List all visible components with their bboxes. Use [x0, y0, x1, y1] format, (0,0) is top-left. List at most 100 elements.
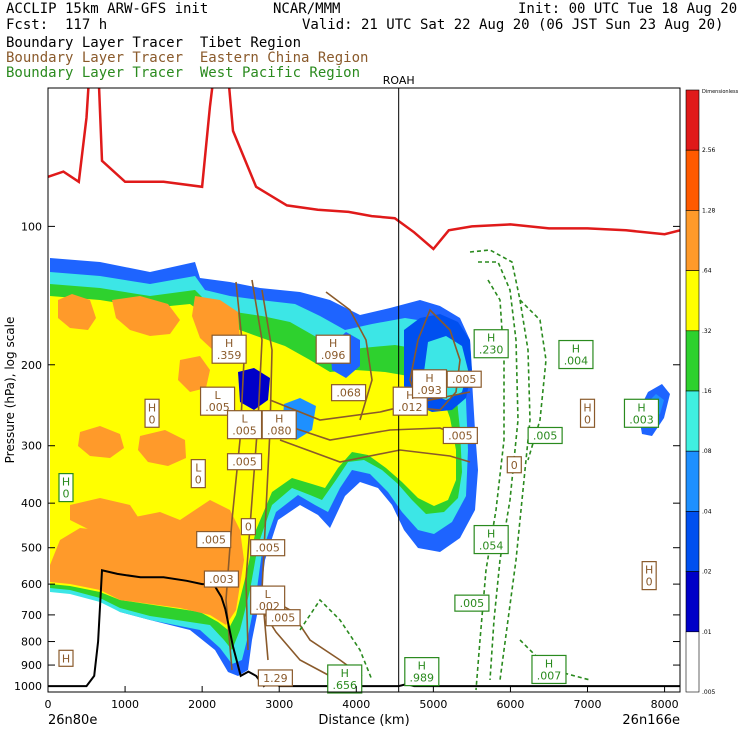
- value-box-text: .005: [232, 456, 257, 469]
- brown-contour-08: [409, 308, 461, 411]
- value-box: H.080: [261, 410, 297, 440]
- field-level-05: [50, 500, 244, 625]
- value-box-text: H: [637, 401, 645, 414]
- value-box-text: .054: [479, 540, 504, 553]
- value-box-text: H: [487, 528, 495, 541]
- value-box: .003: [203, 570, 240, 588]
- model-title: ACCLIP 15km ARW-GFS init: [6, 1, 209, 17]
- value-box: .005: [265, 609, 301, 627]
- value-box-frame: [442, 426, 478, 445]
- y-axis: 100 200 300 400 500 600 700 800 900 1000: [14, 220, 680, 693]
- value-box-frame: [579, 398, 596, 428]
- value-boxes: H.359H0L.005L.005H.080L0.0050.005.005.00…: [58, 329, 660, 694]
- y-tick-label: 1000: [14, 680, 42, 693]
- value-box-frame: [211, 334, 247, 364]
- x-tick-label: 3000: [265, 698, 293, 711]
- field-level-07: [112, 296, 180, 336]
- value-box-text: H: [583, 401, 591, 414]
- y-tick-label: 800: [21, 636, 42, 649]
- value-box-frame: [527, 426, 563, 445]
- value-box-frame: [558, 339, 594, 370]
- value-box: .005: [226, 453, 263, 471]
- value-box-text: L: [214, 389, 221, 402]
- colorbar-level-label: .64: [702, 268, 712, 275]
- green-contour-06: [519, 639, 591, 681]
- value-box: H.004: [558, 339, 594, 370]
- value-box-frame: [641, 561, 657, 591]
- value-box: 0: [506, 456, 522, 474]
- value-box-text: .230: [479, 344, 504, 357]
- green-contour-03: [475, 279, 505, 691]
- value-box-frame: [58, 649, 74, 667]
- colorbar: Dimensionless 2.56 1.28 .64 .32 .16 .08 .04 .02.…: [685, 89, 739, 696]
- value-box-text: H: [418, 660, 426, 673]
- org-label: NCAR/MMM: [273, 1, 341, 17]
- value-box: H0: [579, 398, 596, 428]
- value-box: H.230: [473, 329, 509, 359]
- colorbar-swatch: [685, 390, 700, 452]
- value-box-text: L: [265, 588, 272, 601]
- value-box-text: .989: [410, 672, 435, 685]
- x-tick-label: 8000: [651, 698, 679, 711]
- value-box-text: H: [329, 337, 337, 350]
- value-box-frame: [623, 398, 660, 428]
- value-box-text: .005: [201, 534, 226, 547]
- value-box: H.003: [623, 398, 660, 428]
- valid-time: Valid: 21 UTC Sat 22 Aug 20 (06 JST Sun …: [302, 17, 724, 33]
- x-tick-label: 7000: [574, 698, 602, 711]
- value-box-text: .359: [217, 349, 242, 362]
- y-tick-label: 500: [21, 542, 42, 555]
- value-box-frame: [411, 369, 448, 399]
- value-box-frame: [250, 539, 286, 557]
- value-box-text: .005: [232, 425, 257, 438]
- value-box-text: 0: [63, 488, 70, 501]
- colorbar-swatch: [685, 149, 700, 211]
- value-box: H.054: [473, 524, 509, 555]
- x-tick-label: 5000: [419, 698, 447, 711]
- value-box-text: H: [487, 332, 495, 345]
- value-box-frame: [257, 669, 293, 687]
- value-box-frame: [196, 530, 232, 549]
- value-box: H: [58, 649, 74, 667]
- y-tick-label: 100: [21, 220, 42, 233]
- value-box-text: L: [195, 462, 202, 475]
- value-box-text: 0: [511, 459, 518, 472]
- field-level-06: [58, 294, 96, 330]
- value-box-frame: [315, 334, 351, 364]
- colorbar-title: Dimensionless: [702, 89, 739, 95]
- x-tick-label: 2000: [188, 698, 216, 711]
- value-box-text: .005: [205, 401, 230, 414]
- value-box: H.359: [211, 334, 247, 364]
- value-box-frame: [58, 472, 74, 503]
- legend-west-pacific: Boundary Layer Tracer West Pacific Regio…: [6, 65, 361, 81]
- colorbar-level-label: 2.56: [702, 147, 716, 154]
- value-box-text: 1.29: [263, 672, 288, 685]
- value-box: .005: [442, 426, 478, 445]
- value-box-text: .003: [209, 573, 234, 586]
- colorbar-swatch: [685, 89, 700, 151]
- colorbar-swatch: [685, 571, 700, 633]
- y-tick-label: 900: [21, 659, 42, 672]
- colorbar-swatch: [685, 631, 700, 693]
- y-tick-label: 200: [21, 359, 42, 372]
- colorbar-level-label: .16: [702, 388, 712, 395]
- value-box-text: .068: [336, 387, 361, 400]
- colorbar-level-label: .005: [702, 689, 716, 696]
- colorbar-swatch: [685, 270, 700, 332]
- value-box-frame: [144, 398, 160, 428]
- value-box: L.005: [226, 410, 263, 440]
- value-box-text: H: [406, 389, 414, 402]
- green-contour-05: [299, 598, 373, 681]
- y-tick-label: 400: [21, 497, 42, 510]
- value-box: H.007: [531, 654, 567, 685]
- value-box-frame: [190, 459, 206, 489]
- value-box-text: 0: [584, 413, 591, 426]
- value-box-frame: [506, 456, 522, 474]
- y-tick-label: 300: [21, 440, 42, 453]
- value-box-frame: [261, 410, 297, 440]
- value-box-frame: [226, 410, 263, 440]
- value-box-frame: [531, 654, 567, 685]
- value-box-frame: [454, 594, 490, 612]
- x-axis-label: Distance (km): [318, 713, 409, 728]
